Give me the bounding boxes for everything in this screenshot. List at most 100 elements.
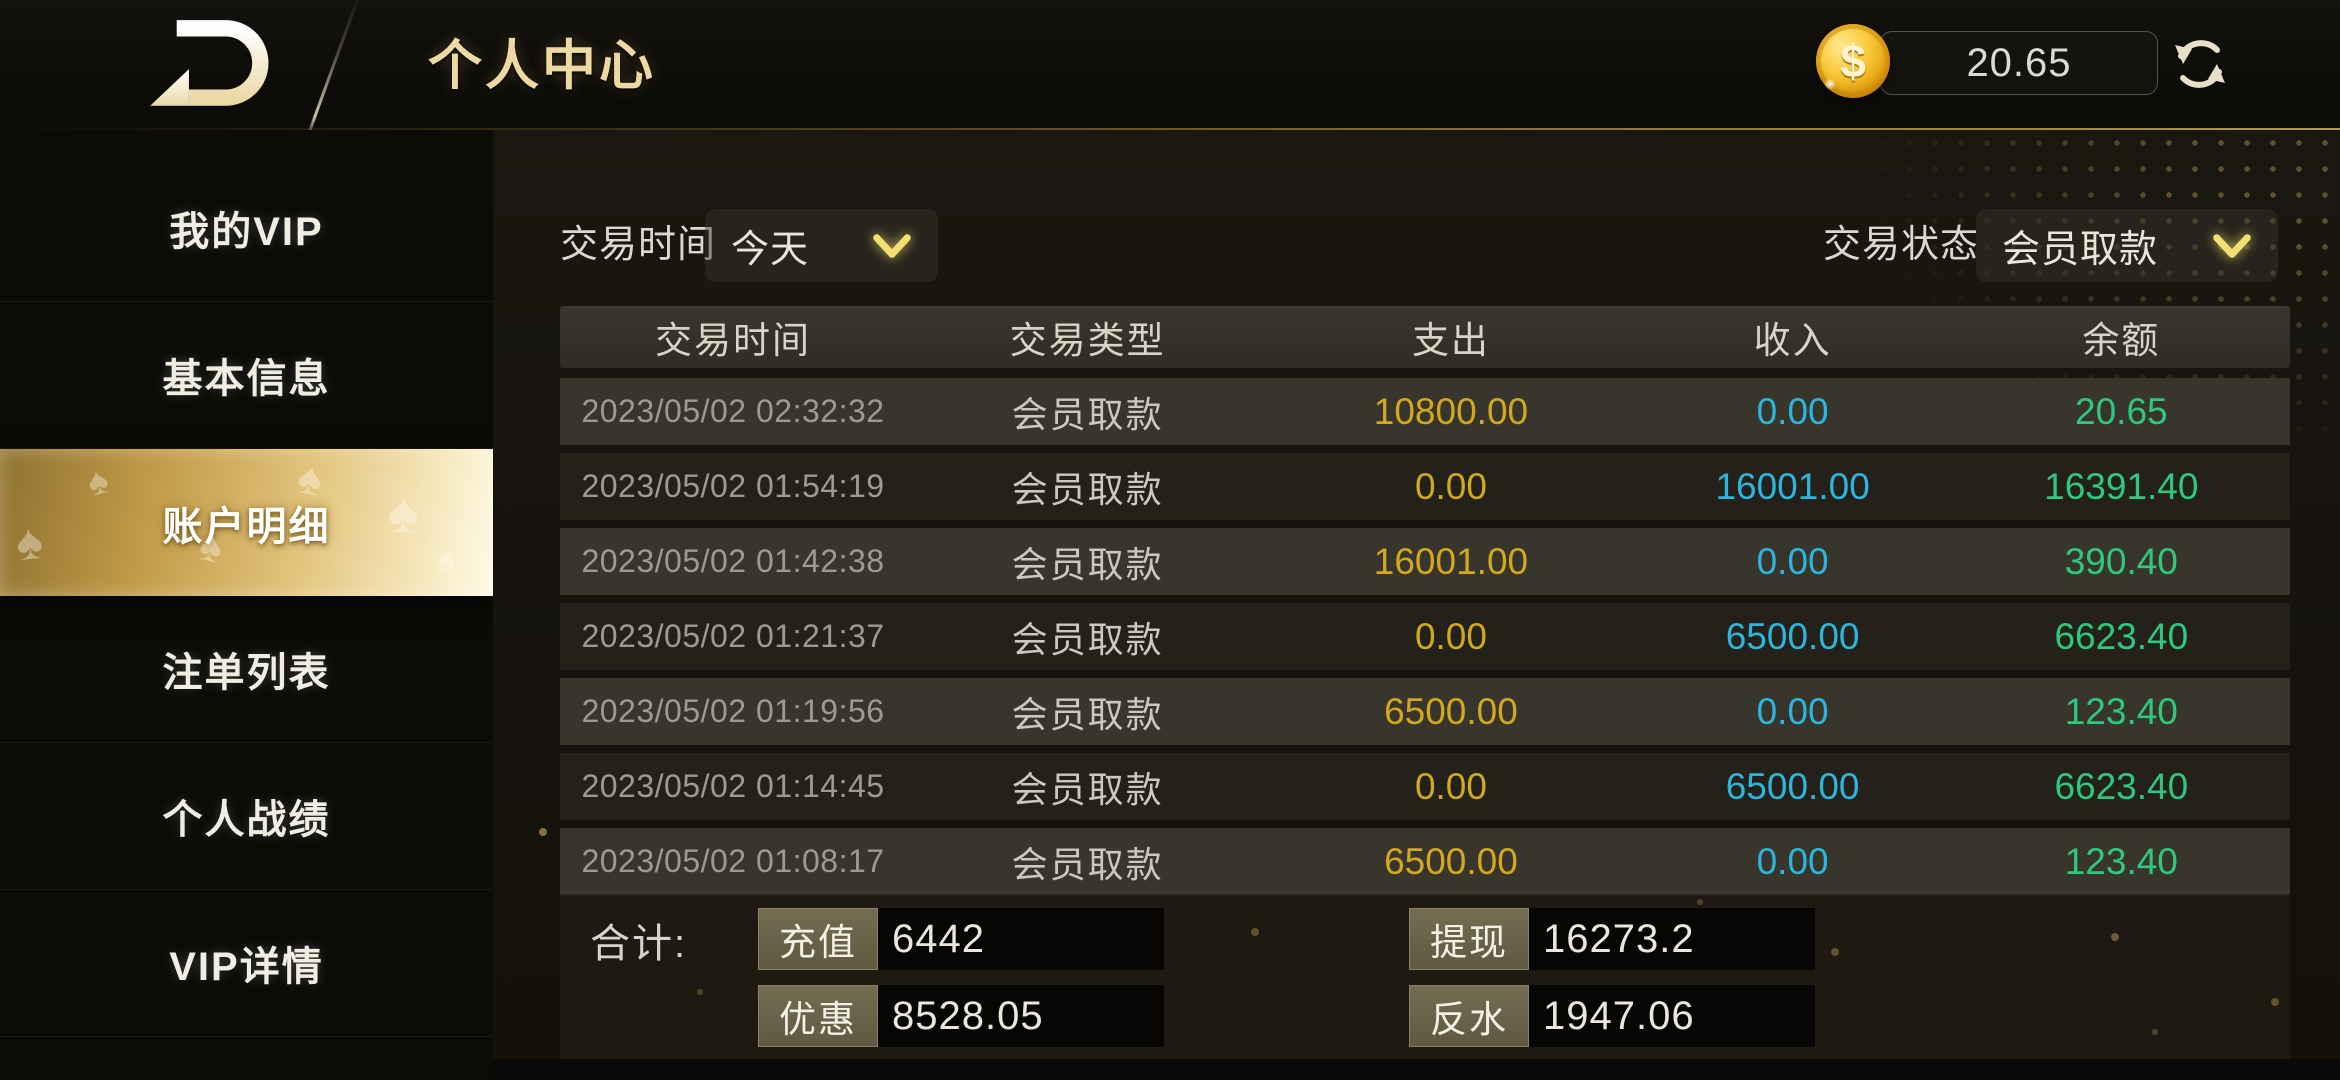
cell-transaction-time: 2023/05/02 01:14:45 [581, 768, 885, 804]
spade-icon: ♠ [432, 539, 463, 581]
cell-income: 16001.00 [1715, 465, 1870, 507]
cell-transaction-type: 会员取款 [1011, 693, 1164, 735]
table-row: 2023/05/02 01:08:17 会员取款 6500.00 0.00 12… [560, 828, 2290, 895]
spade-icon: ♠ [13, 512, 46, 572]
table-row: 2023/05/02 02:32:32 会员取款 10800.00 0.00 2… [560, 378, 2290, 445]
cell-income: 6500.00 [1725, 615, 1860, 657]
sidebar-item-label: 基本信息 [162, 357, 331, 401]
cell-balance: 16391.40 [2044, 465, 2199, 507]
summary-item: 充值 6442 [758, 908, 1164, 970]
summary-item-value: 16273.2 [1529, 908, 1815, 970]
cell-expense: 0.00 [1414, 465, 1487, 507]
cell-transaction-type: 会员取款 [1011, 618, 1164, 660]
summary-grid: 充值 6442 提现 16273.2 优惠 8528.05 反水 1947.06 [758, 908, 1815, 1047]
sidebar-item-label: 我的VIP [169, 210, 324, 254]
cell-transaction-time: 2023/05/02 01:42:38 [581, 543, 885, 579]
sidebar-item-link[interactable]: ♠ ♠ ♠ ♠ ♠ ♠ 基本信息 [0, 302, 493, 449]
table-header-row: 交易时间 交易类型 支出 收入 余额 [560, 306, 2290, 368]
cell-balance: 20.65 [2075, 390, 2168, 432]
summary-item: 提现 16273.2 [1409, 908, 1815, 970]
sidebar-item-label: 个人战绩 [162, 798, 331, 842]
cell-balance: 6623.40 [2054, 765, 2189, 807]
cell-transaction-time: 2023/05/02 01:54:19 [581, 468, 885, 504]
cell-balance: 390.40 [2064, 540, 2178, 582]
account-detail-panel: 交易时间 今天 交易状态 会员取款 交易时间 交易类型 支出 收入 余额 20 [493, 130, 2340, 1059]
cell-transaction-time: 2023/05/02 01:19:56 [581, 693, 885, 729]
table-row: 2023/05/02 01:19:56 会员取款 6500.00 0.00 12… [560, 678, 2290, 745]
dollar-glyph: $ [1840, 35, 1866, 87]
cell-expense: 16001.00 [1373, 540, 1529, 582]
cell-transaction-type: 会员取款 [1011, 543, 1164, 585]
summary-item-label: 提现 [1409, 908, 1529, 970]
sidebar-item-link[interactable]: ♠ ♠ ♠ ♠ ♠ ♠ 注单列表 [0, 596, 493, 743]
cell-transaction-time: 2023/05/02 02:32:32 [581, 393, 885, 429]
chevron-down-icon [873, 233, 911, 258]
spade-icon: ♠ [194, 521, 228, 573]
sidebar-item-label: 账户明细 [162, 504, 331, 549]
cell-expense: 0.00 [1414, 615, 1487, 657]
cell-balance: 6623.40 [2054, 615, 2189, 657]
table-row: 2023/05/02 01:42:38 会员取款 16001.00 0.00 3… [560, 528, 2290, 595]
summary-item: 反水 1947.06 [1409, 985, 1815, 1047]
sidebar-item-label: VIP详情 [169, 945, 324, 989]
filter-time-label: 交易时间 [560, 224, 717, 266]
cell-transaction-type: 会员取款 [1011, 393, 1164, 435]
table-body: 2023/05/02 02:32:32 会员取款 10800.00 0.00 2… [560, 378, 2290, 895]
balance-display: 20.65 [1880, 31, 2158, 95]
transactions-table: 交易时间 交易类型 支出 收入 余额 2023/05/02 02:32:32 会… [560, 306, 2290, 903]
filter-status-label: 交易状态 [1823, 224, 1980, 266]
cell-income: 0.00 [1756, 840, 1829, 882]
spade-decor: ♠ ♠ ♠ ♠ ♠ ♠ [0, 449, 493, 596]
spade-icon: ♠ [83, 459, 113, 505]
summary-panel: 合计: 充值 6442 提现 16273.2 优惠 8528.05 反水 194… [560, 893, 2290, 1059]
summary-item-label: 优惠 [758, 985, 878, 1047]
header-income: 收入 [1753, 320, 1832, 361]
cell-balance: 123.40 [2064, 690, 2178, 732]
time-filter-value: 今天 [731, 229, 810, 271]
cell-transaction-time: 2023/05/02 01:08:17 [581, 843, 885, 879]
cell-expense: 6500.00 [1384, 840, 1518, 882]
cell-transaction-type: 会员取款 [1011, 768, 1164, 810]
status-filter-dropdown[interactable]: 会员取款 [1976, 209, 2278, 282]
cell-expense: 6500.00 [1384, 690, 1518, 732]
cell-transaction-time: 2023/05/02 01:21:37 [581, 618, 885, 654]
coin-glint [1824, 78, 1836, 90]
chevron-down-icon [2213, 233, 2251, 258]
time-filter-dropdown[interactable]: 今天 [705, 209, 938, 282]
header-expense: 支出 [1411, 320, 1490, 361]
summary-total-label: 合计: [590, 922, 688, 966]
cell-income: 0.00 [1756, 540, 1829, 582]
summary-item-value: 8528.05 [878, 985, 1164, 1047]
spade-icon: ♠ [386, 479, 420, 546]
cell-expense: 0.00 [1414, 765, 1487, 807]
cell-income: 0.00 [1756, 390, 1829, 432]
sidebar-item-label: 注单列表 [162, 651, 331, 695]
refresh-icon[interactable] [2168, 32, 2232, 96]
header-type: 交易类型 [1009, 320, 1166, 361]
top-bar: 个人中心 20.65 $ [0, 0, 2340, 139]
summary-item-value: 6442 [878, 908, 1164, 970]
sidebar-item-link[interactable]: ♠ ♠ ♠ ♠ ♠ ♠ 个人战绩 [0, 743, 493, 890]
page-title: 个人中心 [428, 36, 656, 96]
summary-item-label: 充值 [758, 908, 878, 970]
cell-transaction-type: 会员取款 [1011, 843, 1164, 885]
summary-item-value: 1947.06 [1529, 985, 1815, 1047]
summary-item-label: 反水 [1409, 985, 1529, 1047]
cell-expense: 10800.00 [1373, 390, 1529, 432]
table-row: 2023/05/02 01:14:45 会员取款 0.00 6500.00 66… [560, 753, 2290, 820]
cell-income: 0.00 [1756, 690, 1829, 732]
sidebar-item-active[interactable]: ♠ ♠ ♠ ♠ ♠ ♠ 账户明细 [0, 449, 493, 596]
sidebar-item-link[interactable]: ♠ ♠ ♠ ♠ ♠ ♠ 我的VIP [0, 155, 493, 302]
table-row: 2023/05/02 01:54:19 会员取款 0.00 16001.00 1… [560, 453, 2290, 520]
balance-value: 20.65 [1966, 40, 2072, 85]
header-time: 交易时间 [655, 320, 811, 361]
cell-income: 6500.00 [1725, 765, 1860, 807]
table-row: 2023/05/02 01:21:37 会员取款 0.00 6500.00 66… [560, 603, 2290, 670]
coin-icon: $ [1816, 24, 1890, 98]
sidebar-item-link[interactable]: ♠ ♠ ♠ ♠ ♠ ♠ VIP详情 [0, 890, 493, 1037]
status-filter-value: 会员取款 [2002, 229, 2159, 271]
topbar-gold-underline [0, 128, 2340, 130]
spade-icon: ♠ [293, 450, 327, 506]
cell-balance: 123.40 [2064, 840, 2178, 882]
